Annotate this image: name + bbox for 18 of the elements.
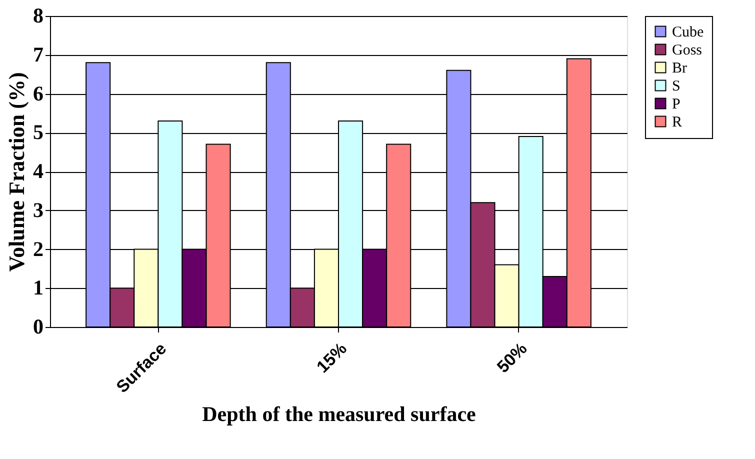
y-tick-label: 6 bbox=[33, 81, 44, 106]
y-tick-label: 4 bbox=[33, 159, 44, 183]
y-tick-label: 1 bbox=[33, 276, 44, 300]
y-tick-label: 0 bbox=[33, 314, 44, 338]
legend-label: Br bbox=[672, 60, 688, 76]
legend-label: Goss bbox=[672, 42, 702, 58]
x-axis-title: Depth of the measured surface bbox=[202, 402, 476, 426]
y-tick-label: 8 bbox=[33, 4, 44, 28]
y-tick-label: 3 bbox=[33, 198, 44, 222]
y-tick-label: 2 bbox=[33, 236, 44, 261]
y-tick-label: 5 bbox=[33, 120, 44, 144]
y-tick-label: 7 bbox=[33, 42, 44, 66]
legend-label: Cube bbox=[672, 24, 704, 40]
x-tick-label: 50% bbox=[493, 339, 531, 377]
legend-label: S bbox=[672, 78, 680, 94]
legend-label: P bbox=[672, 96, 680, 112]
legend-label: R bbox=[672, 114, 682, 130]
y-axis-title: Volume Fraction (%) bbox=[4, 72, 29, 272]
